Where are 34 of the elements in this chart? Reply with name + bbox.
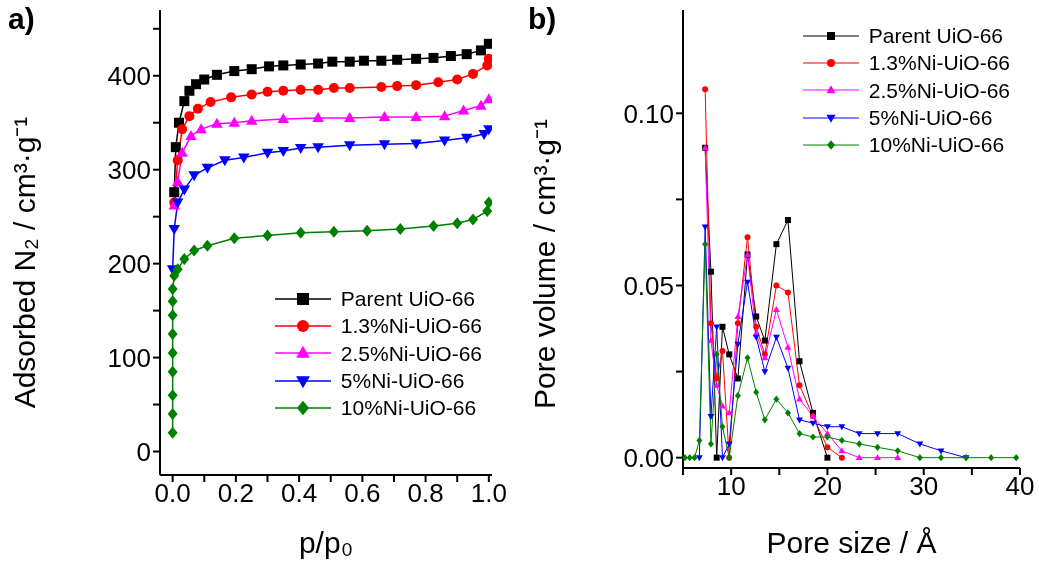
y-axis-title: Pore volume / cm³·g⁻¹ [527,118,561,410]
legend-label: 2.5%Ni-UiO-66 [340,340,482,367]
x-tick-label: 20 [812,471,842,502]
x-tick-label: 0.6 [344,478,381,509]
x-tick-label: 30 [909,471,939,502]
x-tick-label: 0.2 [217,478,254,509]
y-tick-label: 0 [136,436,151,467]
y-tick-label: 400 [107,60,151,91]
legend-label: 5%Ni-UiO-66 [340,367,465,394]
x-tick-label: 0.8 [407,478,444,509]
legend-label: 10%Ni-UiO-66 [868,132,1005,159]
legend-label: Parent UiO-66 [868,23,1004,49]
legend-label: 2.5%Ni-UiO-66 [868,77,1010,104]
legend-label: Parent UiO-66 [340,286,476,312]
legend-label: 10%Ni-UiO-66 [340,395,477,422]
y-tick-label: 100 [107,342,151,373]
x-tick-label: 1.0 [470,478,507,509]
x-tick-label: 10 [716,471,746,502]
legend-label: 5%Ni-UiO-66 [868,104,993,131]
legend-label: 1.3%Ni-UiO-66 [340,313,482,340]
y-axis-title: Adsorbed N₂ / cm³·g⁻¹ [7,116,41,409]
x-tick-label: 0.4 [281,478,318,509]
legend-label: 1.3%Ni-UiO-66 [868,50,1010,77]
x-axis-title: p/p₀ [298,526,354,559]
y-tick-label: 300 [107,154,151,185]
y-tick-label: 0.05 [623,270,674,301]
chart-title: b) [528,2,557,36]
chart-title: a) [8,2,35,36]
x-axis-title: Pore size / Å [766,526,937,559]
y-tick-label: 200 [107,248,151,279]
x-tick-label: 0.0 [154,478,191,509]
y-tick-label: 0.00 [623,442,674,473]
x-tick-label: 40 [1005,471,1035,502]
y-tick-label: 0.10 [623,98,674,129]
